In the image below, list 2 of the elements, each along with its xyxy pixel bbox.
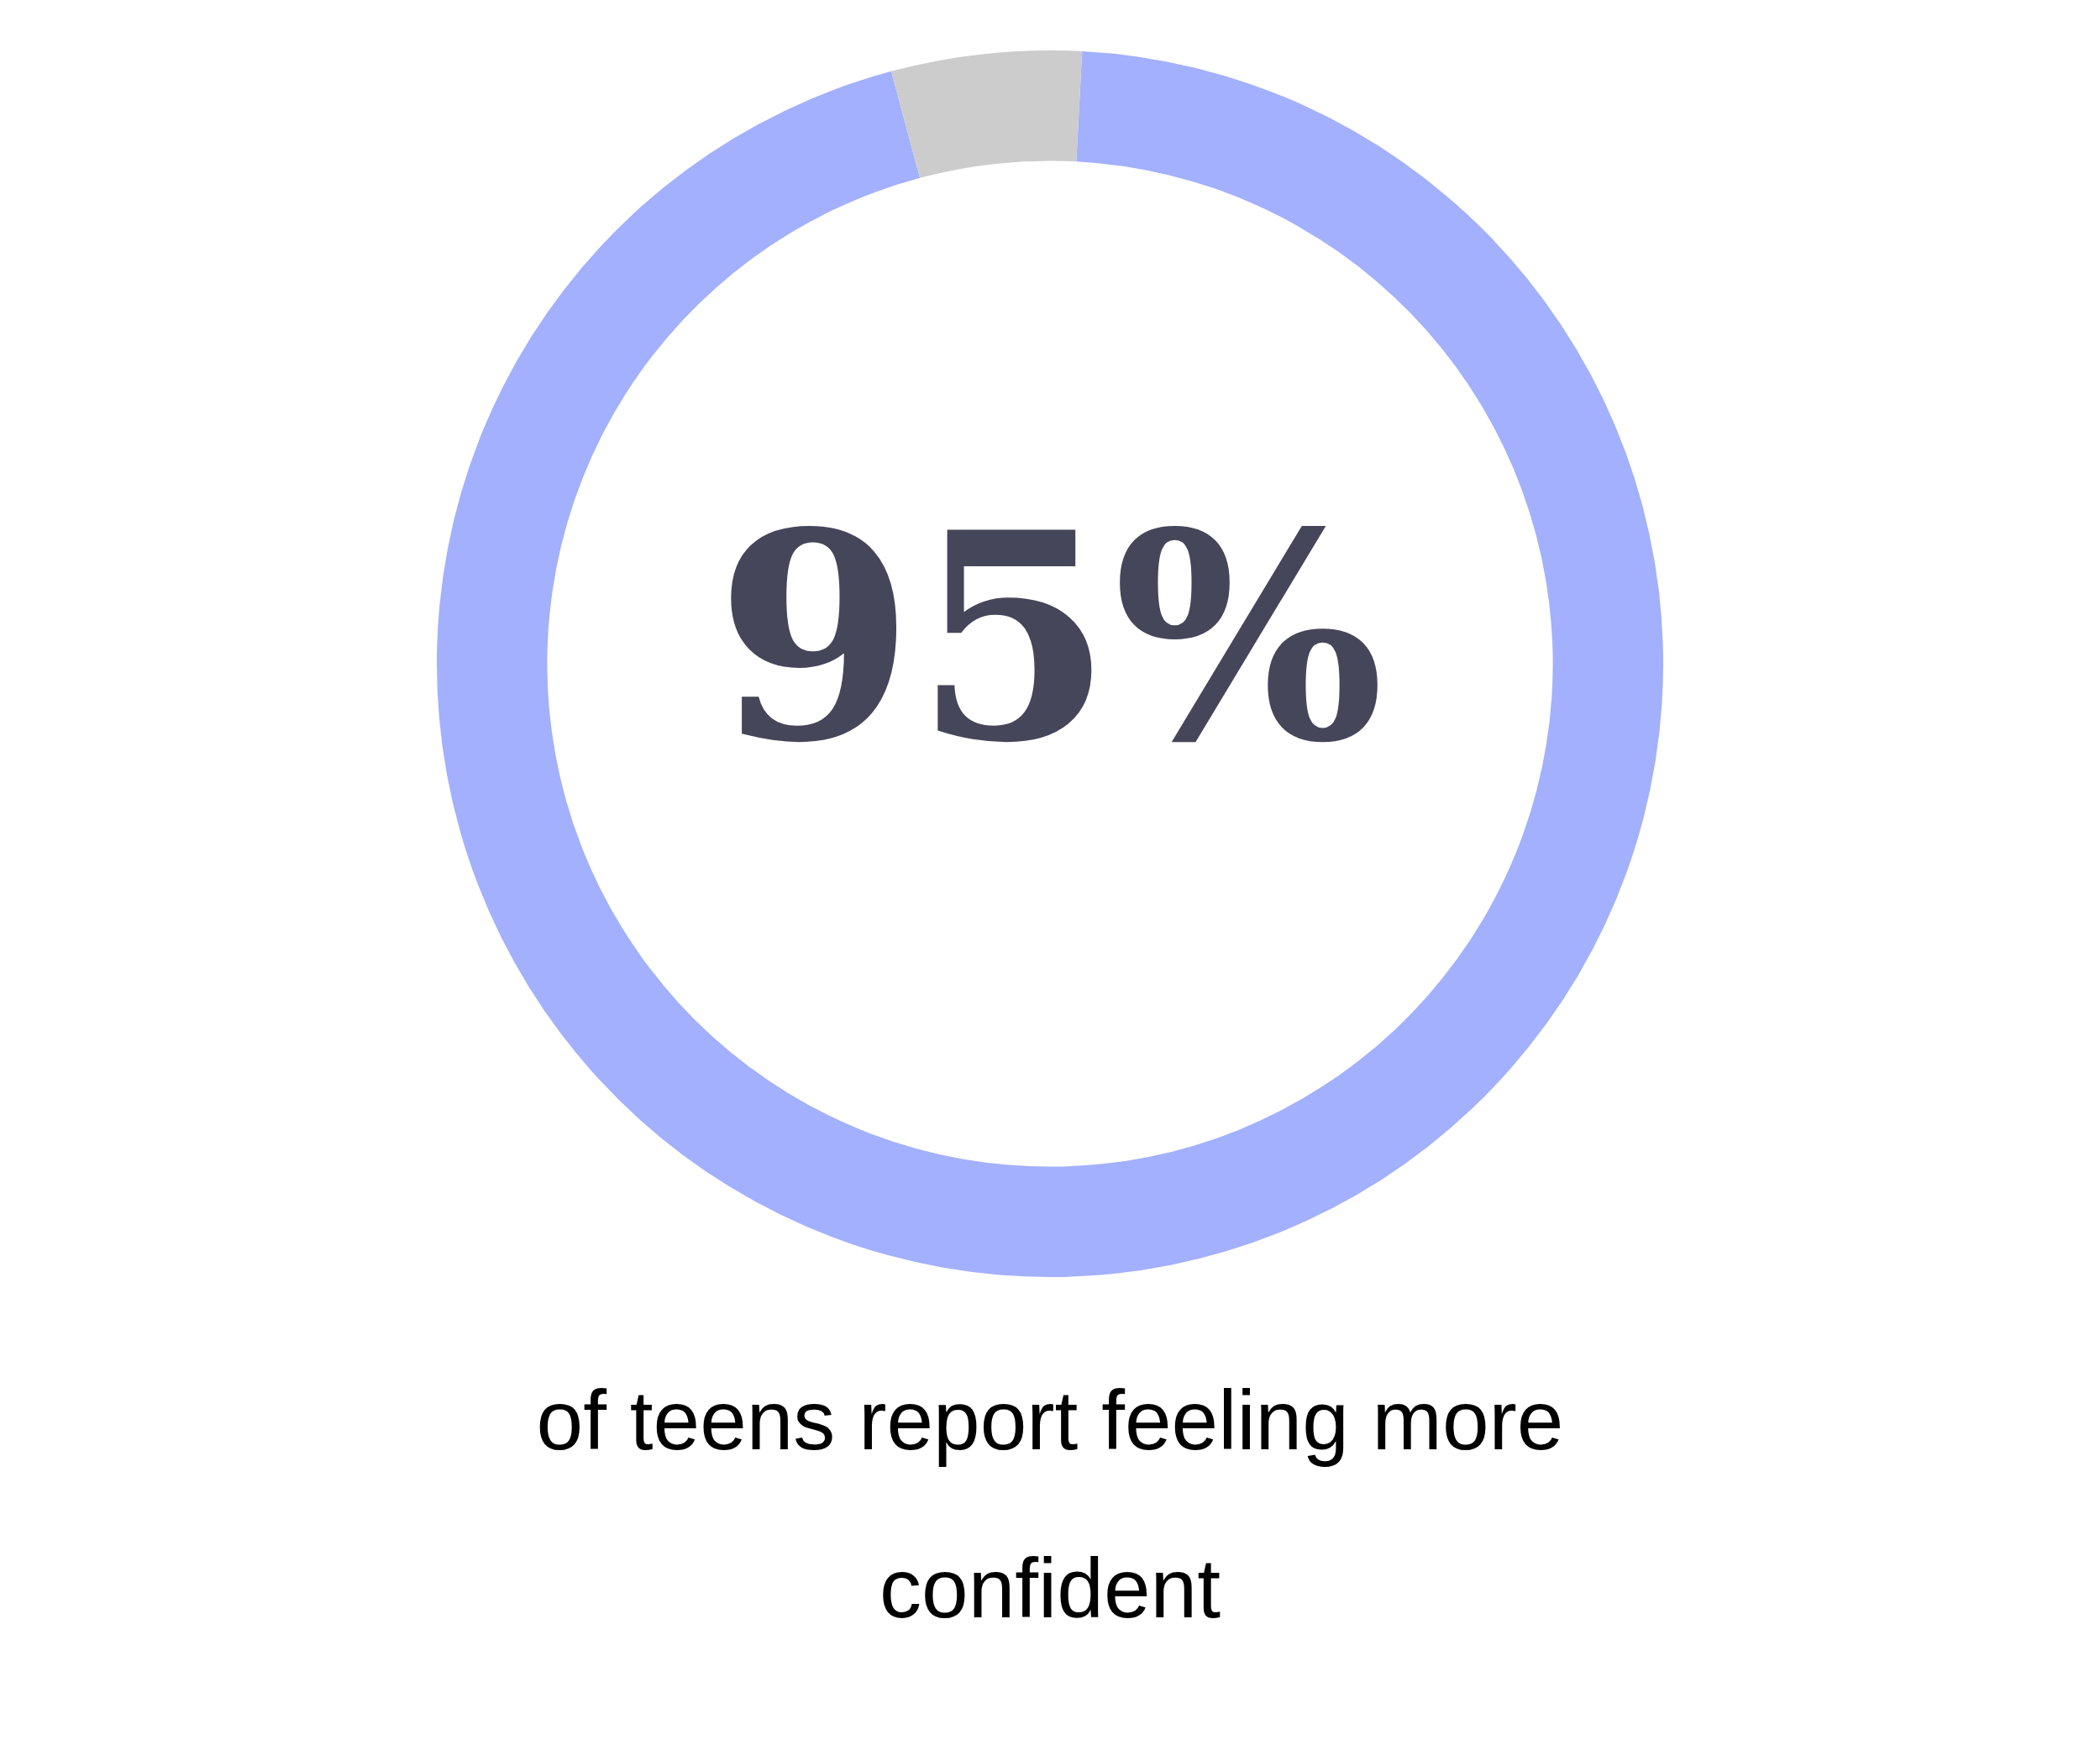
data-label: 95% [715, 470, 1385, 806]
text: of teens report feeling more confident [535, 1372, 1565, 1637]
